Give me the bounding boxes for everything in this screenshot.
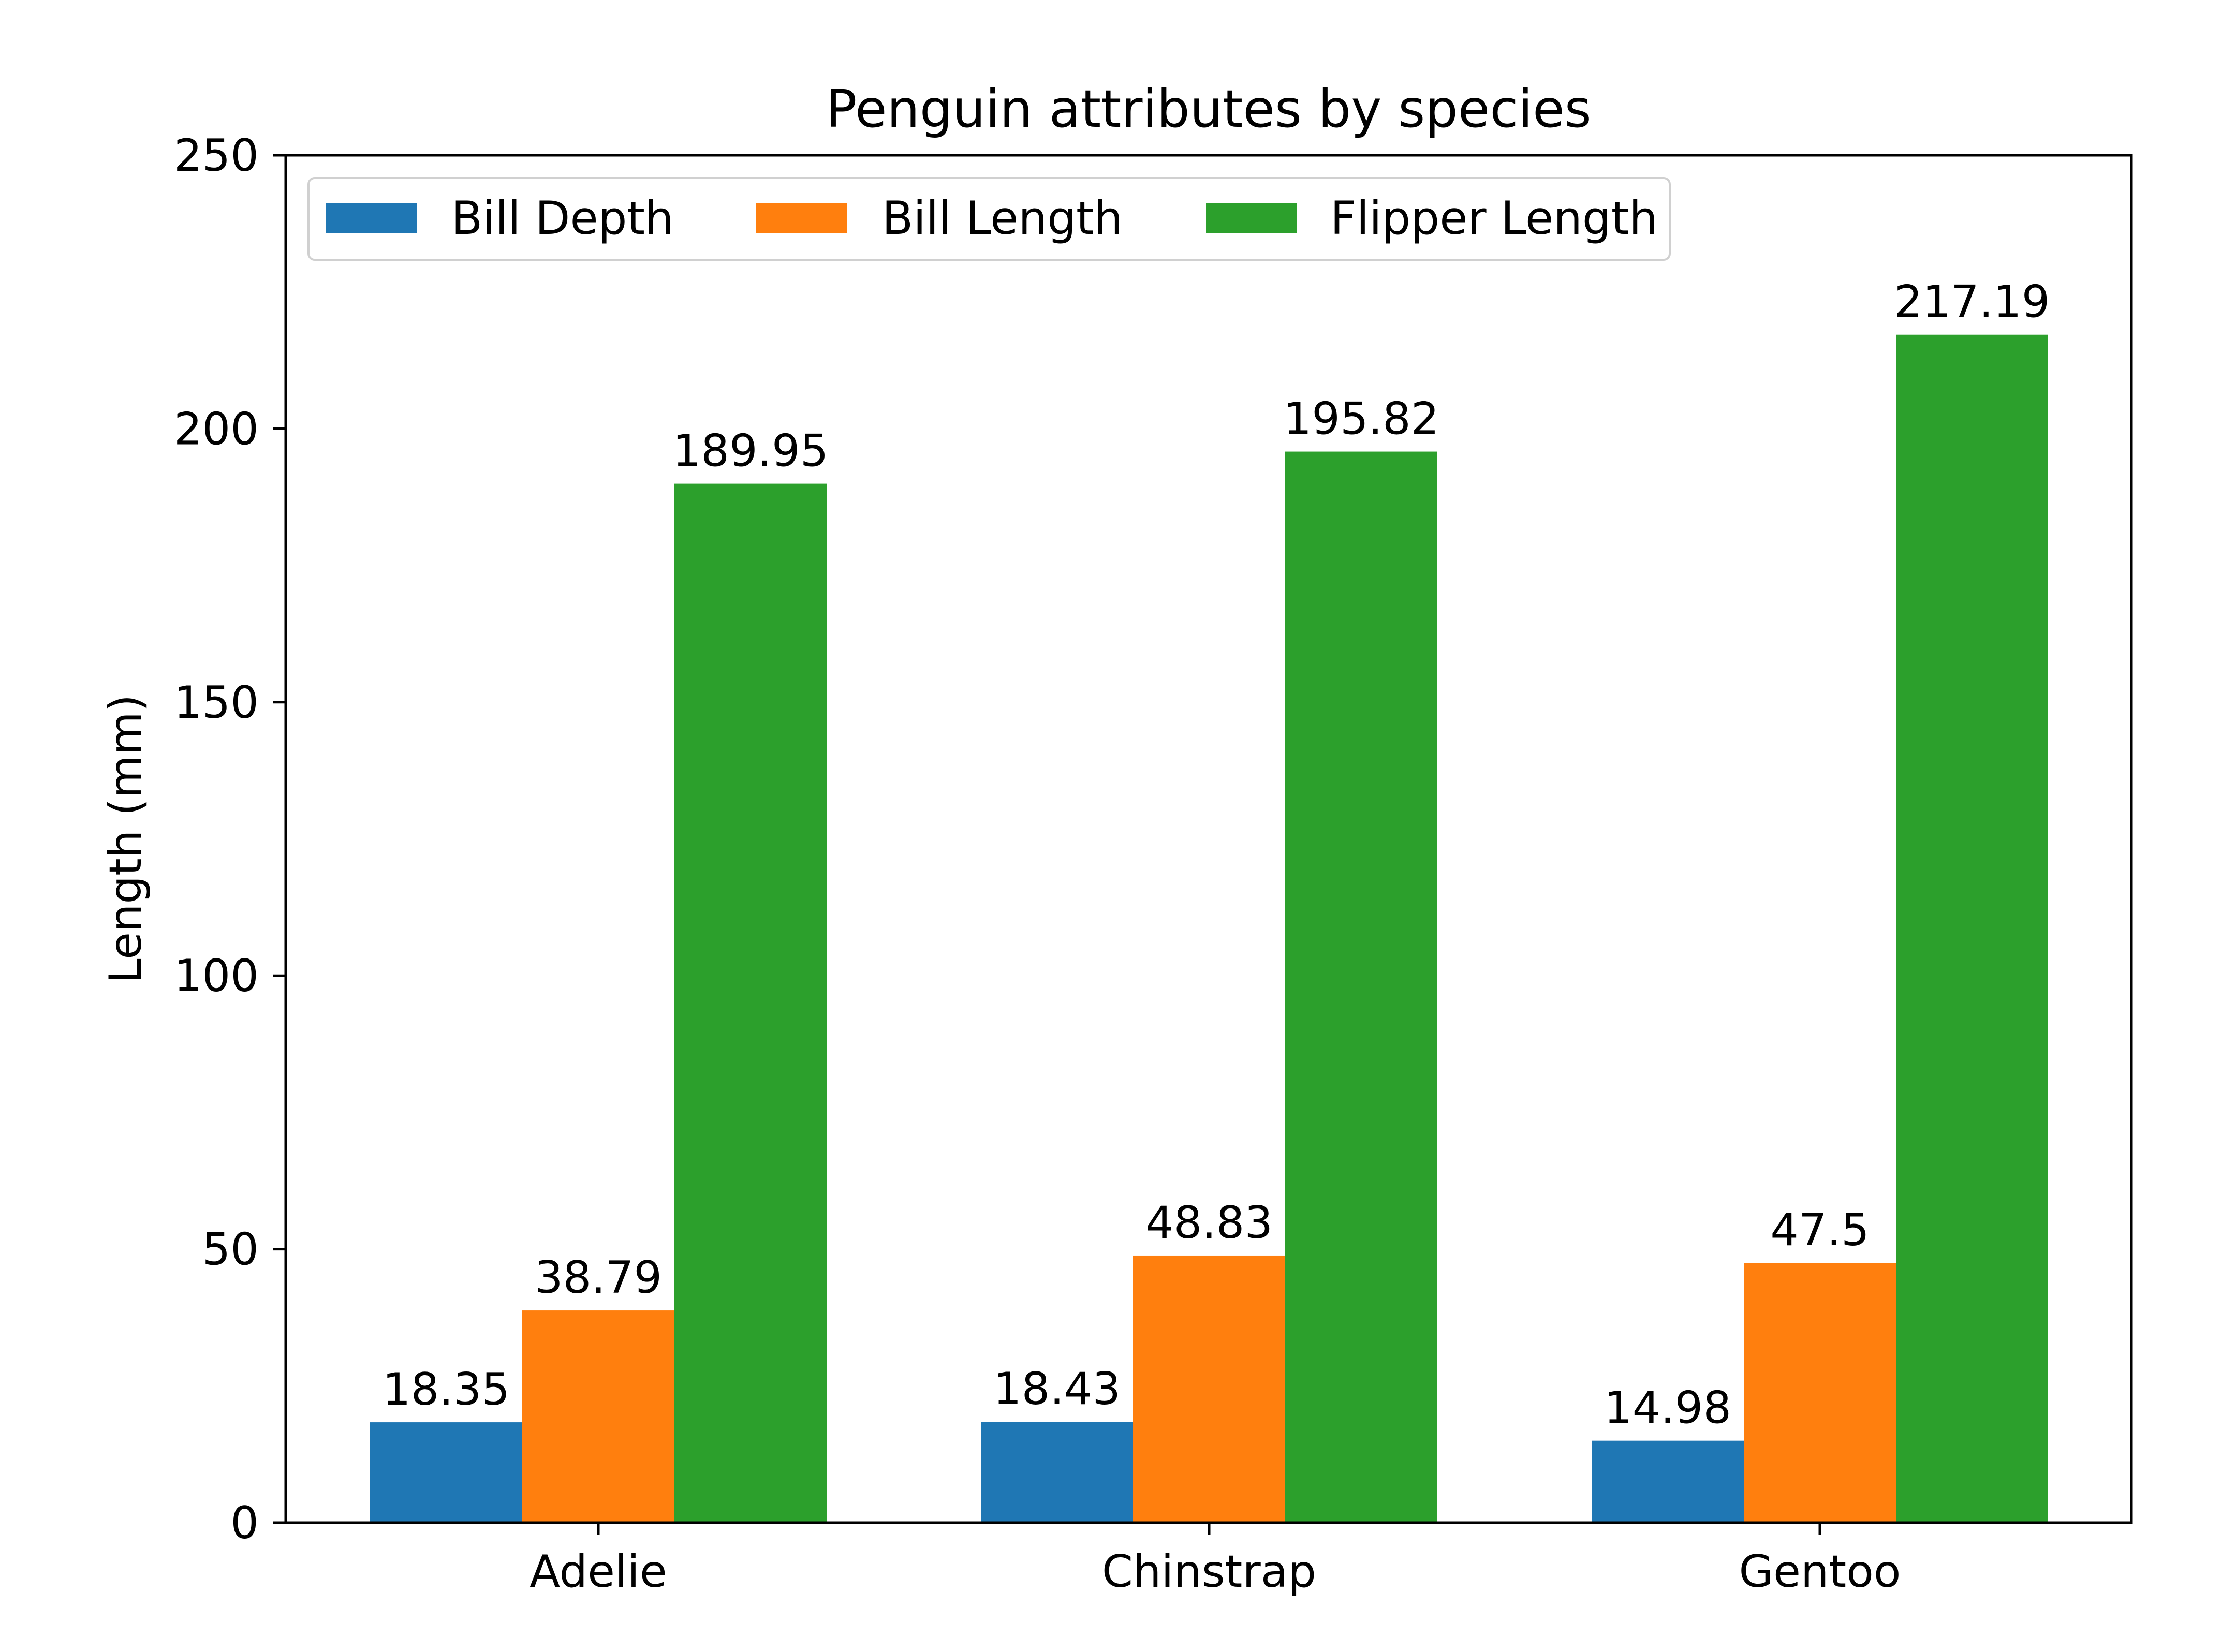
chart-title: Penguin attributes by species [826,79,1591,139]
value-label-bill-length-chinstrap: 48.83 [1145,1197,1273,1249]
y-axis-label: Length (mm) [100,695,152,984]
value-label-bill-depth-chinstrap: 18.43 [993,1363,1121,1415]
legend: Bill Depth Bill Length Flipper Length [307,177,1671,261]
legend-swatch-bill-length [756,203,847,233]
value-label-flipper-length-chinstrap: 195.82 [1284,393,1439,445]
x-tick-label-adelie: Adelie [529,1546,667,1598]
legend-label-bill-length: Bill Length [882,191,1123,245]
y-tick-label: 0 [230,1497,259,1549]
value-label-bill-length-adelie: 38.79 [535,1252,662,1304]
value-label-flipper-length-adelie: 189.95 [673,425,829,477]
y-tick-label: 200 [174,403,259,455]
bar-bill-length-adelie [522,1310,674,1523]
x-tick-label-chinstrap: Chinstrap [1102,1546,1316,1598]
plot-area [370,334,2048,1523]
bar-bill-depth-gentoo [1592,1440,1744,1523]
bar-flipper-length-adelie [674,483,827,1523]
value-label-bill-depth-adelie: 18.35 [383,1364,510,1415]
legend-swatch-flipper-length [1206,203,1297,233]
value-label-bill-depth-gentoo: 14.98 [1604,1382,1731,1434]
bar-bill-depth-chinstrap [981,1422,1133,1523]
bar-bill-depth-adelie [370,1422,522,1523]
bar-flipper-length-chinstrap [1285,451,1437,1523]
y-tick-label: 150 [174,677,259,729]
y-tick-label: 250 [174,130,259,182]
axes: 0 50 100 150 200 250 Adelie Chinstrap Gentoo [174,130,2133,1598]
value-label-flipper-length-gentoo: 217.19 [1894,276,2050,328]
bar-bill-length-gentoo [1744,1263,1896,1523]
legend-label-bill-depth: Bill Depth [451,191,674,245]
bar-flipper-length-gentoo [1896,334,2048,1523]
value-label-bill-length-gentoo: 47.5 [1770,1204,1869,1256]
x-tick-label-gentoo: Gentoo [1739,1546,1901,1598]
legend-label-flipper-length: Flipper Length [1330,191,1658,245]
bar-bill-length-chinstrap [1133,1255,1285,1523]
legend-box [307,177,1671,261]
value-labels: 18.35 18.43 14.98 38.79 48.83 47.5 189.95 195.8… [383,276,2050,1434]
y-tick-label: 100 [174,950,259,1002]
y-tick-label: 50 [202,1224,259,1276]
legend-swatch-bill-depth [326,203,417,233]
